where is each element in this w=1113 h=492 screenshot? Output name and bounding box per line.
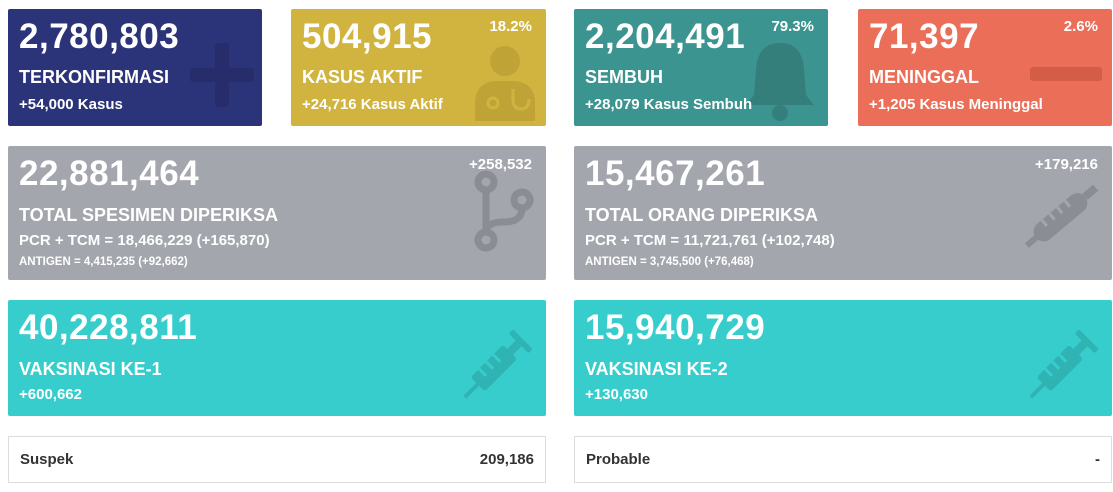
specimen-increase: +258,532 xyxy=(469,156,532,173)
deaths-label: MENINGGAL xyxy=(869,67,979,87)
active-percent: 18.2% xyxy=(489,18,532,35)
deaths-card: 71,397 2.6% MENINGGAL +1,205 Kasus Menin… xyxy=(858,9,1112,126)
people-increase: +179,216 xyxy=(1035,156,1098,173)
specimen-pcr: PCR + TCM = 18,466,229 (+165,870) xyxy=(19,232,270,249)
active-delta: +24,716 Kasus Aktif xyxy=(302,96,443,113)
syringe-icon xyxy=(463,330,532,399)
recovered-card: 2,204,491 79.3% SEMBUH +28,079 Kasus Sem… xyxy=(574,9,828,126)
active-value: 504,915 xyxy=(302,17,433,56)
recovered-value: 2,204,491 xyxy=(585,17,746,56)
recovered-label: SEMBUH xyxy=(585,67,664,87)
specimen-card: 22,881,464 +258,532 TOTAL SPESIMEN DIPER… xyxy=(8,146,546,280)
vaccine2-value: 15,940,729 xyxy=(585,308,766,347)
people-label: TOTAL ORANG DIPERIKSA xyxy=(585,205,819,225)
recovered-percent: 79.3% xyxy=(771,18,814,35)
recovered-delta: +28,079 Kasus Sembuh xyxy=(585,96,753,113)
vaccine2-label: VAKSINASI KE-2 xyxy=(585,359,728,379)
specimen-antigen: ANTIGEN = 4,415,235 (+92,662) xyxy=(19,256,188,268)
minus-icon xyxy=(1030,67,1102,81)
syringe-icon xyxy=(1029,330,1098,399)
deaths-percent: 2.6% xyxy=(1063,18,1098,35)
confirmed-delta: +54,000 Kasus xyxy=(19,96,123,113)
vaccine1-value: 40,228,811 xyxy=(19,308,198,347)
vaccine1-delta: +600,662 xyxy=(19,386,82,403)
confirmed-label: TERKONFIRMASI xyxy=(19,67,169,87)
confirmed-value: 2,780,803 xyxy=(19,17,180,56)
thermometer-icon xyxy=(1024,184,1099,248)
confirmed-card: 2,780,803 TERKONFIRMASI +54,000 Kasus xyxy=(8,9,262,126)
vaccine1-label: VAKSINASI KE-1 xyxy=(19,359,162,379)
probable-row: Probable - xyxy=(574,436,1112,483)
specimen-value: 22,881,464 xyxy=(19,154,200,193)
probable-label: Probable xyxy=(586,451,651,468)
specimen-label: TOTAL SPESIMEN DIPERIKSA xyxy=(19,205,279,225)
people-card: 15,467,261 +179,216 TOTAL ORANG DIPERIKS… xyxy=(574,146,1112,280)
deaths-delta: +1,205 Kasus Meninggal xyxy=(869,96,1043,113)
people-pcr: PCR + TCM = 11,721,761 (+102,748) xyxy=(585,232,835,249)
branch-icon xyxy=(474,170,534,252)
probable-value: - xyxy=(1095,451,1100,468)
vaccine2-delta: +130,630 xyxy=(585,386,648,403)
doctor-icon xyxy=(475,46,535,121)
suspect-row: Suspek 209,186 xyxy=(8,436,546,483)
active-label: KASUS AKTIF xyxy=(302,67,423,87)
vaccine1-card: 40,228,811 VAKSINASI KE-1 +600,662 xyxy=(8,300,546,416)
people-antigen: ANTIGEN = 3,745,500 (+76,468) xyxy=(585,256,754,268)
active-card: 504,915 18.2% KASUS AKTIF +24,716 Kasus … xyxy=(291,9,546,126)
people-value: 15,467,261 xyxy=(585,154,766,193)
deaths-value: 71,397 xyxy=(869,17,980,56)
suspect-value: 209,186 xyxy=(479,451,534,468)
suspect-label: Suspek xyxy=(20,451,74,468)
vaccine2-card: 15,940,729 VAKSINASI KE-2 +130,630 xyxy=(574,300,1112,416)
plus-icon xyxy=(190,43,254,107)
bell-icon xyxy=(746,43,814,121)
